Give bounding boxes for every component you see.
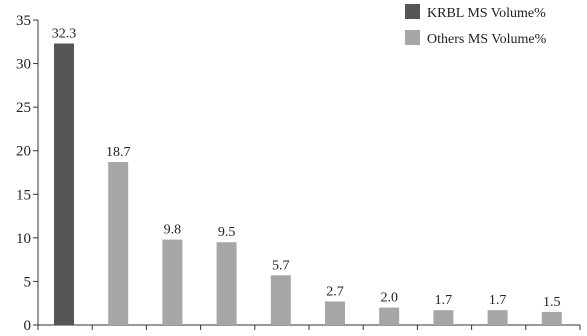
legend-label: Others MS Volume% — [427, 32, 547, 47]
data-labels: 32.3 18.7 9.8 9.5 5.7 2.7 2.0 1.7 1.7 1.5 — [52, 27, 561, 310]
legend-swatch — [405, 30, 420, 45]
y-tick-label: 0 — [24, 318, 32, 334]
bar-value-label: 2.7 — [326, 284, 344, 299]
bar — [325, 301, 345, 325]
bar — [433, 310, 454, 325]
x-axis — [37, 324, 581, 330]
bar — [379, 307, 400, 325]
bar — [162, 239, 183, 325]
legend-swatch — [405, 4, 420, 19]
bars — [54, 43, 562, 326]
bar-value-label: 18.7 — [106, 145, 131, 160]
bar-value-label: 1.7 — [435, 293, 453, 308]
y-tick-label: 5 — [24, 274, 32, 290]
y-tick-label: 30 — [16, 57, 31, 73]
bar-value-label: 1.5 — [543, 295, 561, 310]
legend: KRBL MS Volume% Others MS Volume% — [405, 4, 547, 47]
bar-value-label: 2.0 — [380, 291, 398, 306]
y-tick-label: 10 — [16, 231, 31, 247]
y-tick-label: 20 — [16, 144, 31, 160]
bar-value-label: 1.7 — [489, 293, 507, 308]
y-tick-label: 25 — [16, 100, 31, 116]
bar — [108, 162, 129, 325]
bar — [487, 310, 508, 325]
y-axis: 0 5 10 15 20 25 30 35 — [16, 13, 39, 334]
y-tick-label: 15 — [16, 187, 31, 203]
bar — [54, 43, 74, 326]
y-tick-label: 35 — [16, 13, 31, 29]
bar — [216, 242, 237, 325]
bar-value-label: 9.8 — [164, 223, 182, 238]
bar — [541, 311, 562, 325]
bar — [270, 275, 291, 325]
bar-value-label: 9.5 — [218, 225, 236, 240]
bar-value-label: 5.7 — [272, 258, 290, 273]
bar-value-label: 32.3 — [52, 27, 77, 42]
legend-label: KRBL MS Volume% — [427, 6, 546, 21]
